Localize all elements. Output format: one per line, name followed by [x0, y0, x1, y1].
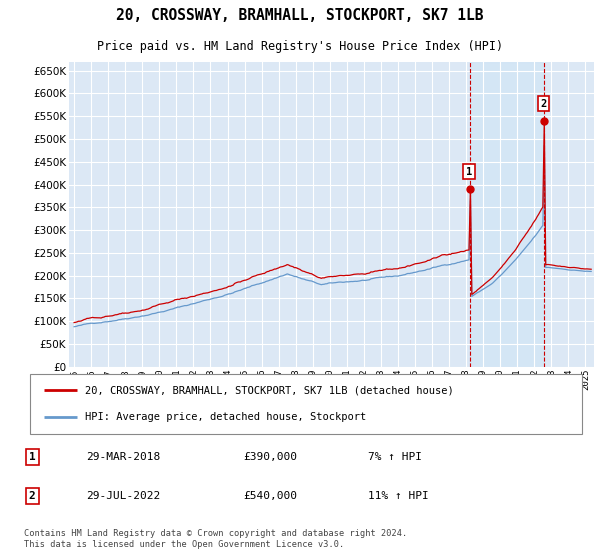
Text: HPI: Average price, detached house, Stockport: HPI: Average price, detached house, Stoc…	[85, 412, 367, 422]
Text: 29-JUL-2022: 29-JUL-2022	[86, 491, 160, 501]
Text: 1: 1	[466, 167, 472, 177]
Text: 29-MAR-2018: 29-MAR-2018	[86, 452, 160, 462]
Text: Price paid vs. HM Land Registry's House Price Index (HPI): Price paid vs. HM Land Registry's House …	[97, 40, 503, 53]
Text: 11% ↑ HPI: 11% ↑ HPI	[368, 491, 428, 501]
Text: 1: 1	[29, 452, 35, 462]
Text: Contains HM Land Registry data © Crown copyright and database right 2024.
This d: Contains HM Land Registry data © Crown c…	[23, 529, 407, 549]
Text: 20, CROSSWAY, BRAMHALL, STOCKPORT, SK7 1LB: 20, CROSSWAY, BRAMHALL, STOCKPORT, SK7 1…	[116, 8, 484, 22]
Text: £390,000: £390,000	[244, 452, 298, 462]
Text: 7% ↑ HPI: 7% ↑ HPI	[368, 452, 422, 462]
Text: £540,000: £540,000	[244, 491, 298, 501]
Text: 2: 2	[540, 99, 547, 109]
Bar	[470, 62, 544, 367]
Text: 20, CROSSWAY, BRAMHALL, STOCKPORT, SK7 1LB (detached house): 20, CROSSWAY, BRAMHALL, STOCKPORT, SK7 1…	[85, 385, 454, 395]
Text: 2: 2	[29, 491, 35, 501]
FancyBboxPatch shape	[30, 374, 582, 434]
